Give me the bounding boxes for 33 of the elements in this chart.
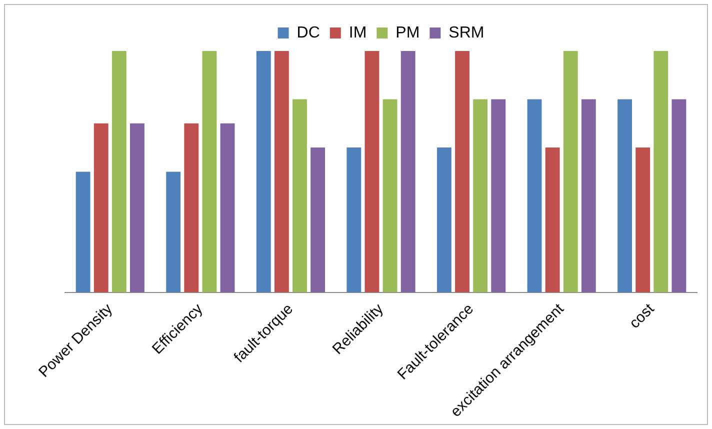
- bar: [346, 148, 362, 292]
- legend-label: DC: [296, 24, 320, 42]
- legend-label: PM: [396, 24, 420, 42]
- bar: [491, 99, 506, 292]
- bar: [382, 99, 398, 292]
- bar: [545, 148, 560, 292]
- x-tick-label: cost: [626, 300, 658, 332]
- bar: [94, 123, 108, 292]
- bar: [76, 172, 90, 292]
- bar: [220, 123, 235, 292]
- bar: [618, 99, 632, 292]
- bar: [672, 99, 686, 292]
- bar: [184, 123, 199, 292]
- bar: [166, 172, 181, 292]
- legend-label: IM: [348, 24, 367, 42]
- bar: [636, 148, 650, 292]
- bar: [202, 51, 217, 292]
- bar: [473, 99, 488, 292]
- bar: [310, 148, 326, 292]
- bar: [274, 51, 289, 292]
- bar: [654, 51, 668, 292]
- bar: [292, 99, 307, 292]
- bar: [527, 99, 542, 292]
- bar: [400, 51, 416, 292]
- legend-label: SRM: [448, 24, 484, 42]
- bar: [563, 51, 578, 292]
- bar: [112, 51, 126, 292]
- bar: [581, 99, 596, 292]
- bar: [130, 123, 144, 292]
- bar: [256, 51, 271, 292]
- bar: [364, 51, 380, 292]
- bar: [436, 148, 452, 292]
- bar: [455, 51, 470, 292]
